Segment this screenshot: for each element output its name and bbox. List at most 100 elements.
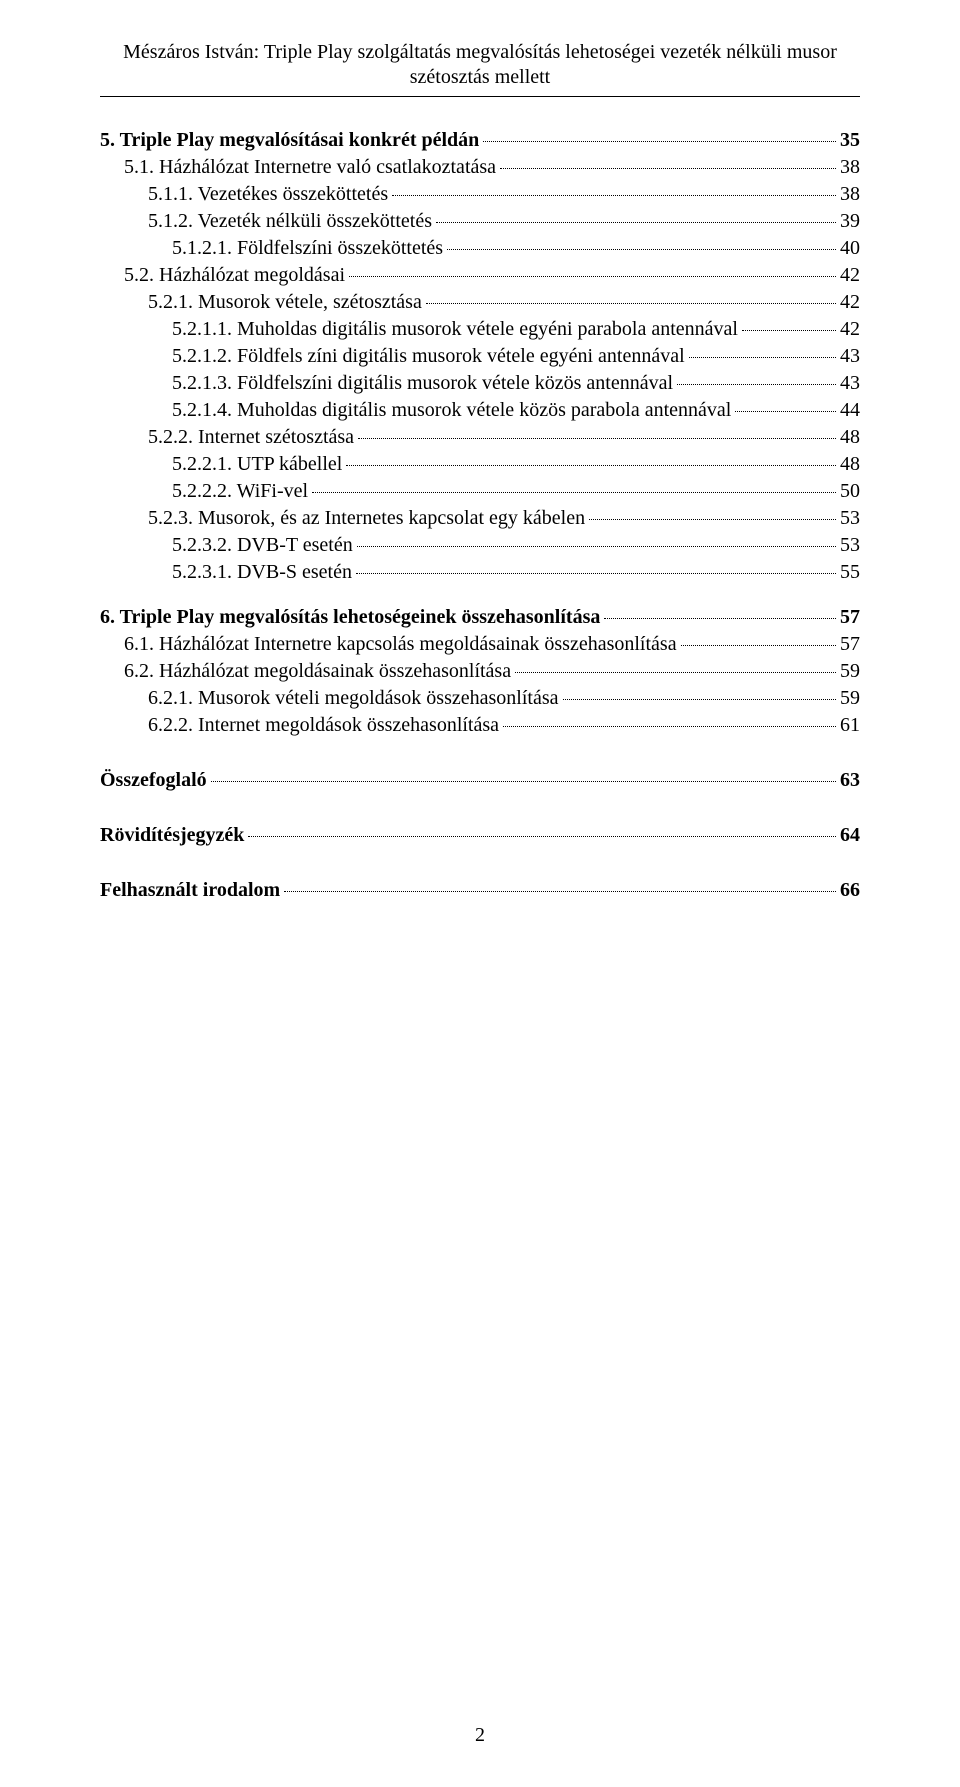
- header-line-2: szétosztás mellett: [100, 65, 860, 90]
- toc-entry-page: 39: [840, 208, 860, 235]
- toc-leader: [426, 303, 836, 304]
- toc-group: Felhasznált irodalom 66: [100, 877, 860, 904]
- toc-entry-label: 5.2.2.1. UTP kábellel: [172, 451, 342, 478]
- toc-entry-label: 5.1.2. Vezeték nélküli összeköttetés: [148, 208, 432, 235]
- toc-entry-label: 5.2.3. Musorok, és az Internetes kapcsol…: [148, 505, 585, 532]
- toc-group: Rövidítésjegyzék 64: [100, 822, 860, 849]
- toc-entry: Felhasznált irodalom 66: [100, 877, 860, 904]
- toc-entry-page: 48: [840, 424, 860, 451]
- toc-leader: [503, 726, 836, 727]
- toc-entry: 5.2. Házhálózat megoldásai 42: [100, 262, 860, 289]
- toc-entry-page: 40: [840, 235, 860, 262]
- toc-entry: Összefoglaló63: [100, 767, 860, 794]
- toc-leader: [392, 195, 836, 196]
- toc-leader: [312, 492, 836, 493]
- toc-leader: [742, 330, 836, 331]
- toc-entry-label: 5.2.2. Internet szétosztása: [148, 424, 354, 451]
- toc-entry-label: 5.2.1.3. Földfelszíni digitális musorok …: [172, 370, 673, 397]
- toc-entry: 5.2.1.2. Földfels zíni digitális musorok…: [100, 343, 860, 370]
- toc-entry-page: 57: [840, 631, 860, 658]
- toc-leader: [346, 465, 836, 466]
- toc-entry-page: 43: [840, 370, 860, 397]
- toc-leader: [735, 411, 836, 412]
- toc-entry-page: 35: [840, 127, 860, 154]
- toc-entry: 5.1.1. Vezetékes összeköttetés38: [100, 181, 860, 208]
- toc-entry-page: 38: [840, 154, 860, 181]
- toc-entry-page: 55: [840, 559, 860, 586]
- toc-entry-page: 44: [840, 397, 860, 424]
- page: Mészáros István: Triple Play szolgáltatá…: [0, 0, 960, 1787]
- toc-entry: 5.2.2. Internet szétosztása 48: [100, 424, 860, 451]
- toc-entry-label: 5.2.1. Musorok vétele, szétosztása: [148, 289, 422, 316]
- toc-entry: 6.2.2. Internet megoldások összehasonlít…: [100, 712, 860, 739]
- toc-entry: 6.1. Házhálózat Internetre kapcsolás meg…: [100, 631, 860, 658]
- toc-leader: [589, 519, 836, 520]
- toc-entry-label: Felhasznált irodalom: [100, 877, 280, 904]
- toc-entry-label: 6.2.1. Musorok vételi megoldások összeha…: [148, 685, 559, 712]
- toc-entry-label: 5.1.1. Vezetékes összeköttetés: [148, 181, 388, 208]
- toc-entry-page: 53: [840, 505, 860, 532]
- toc-leader: [500, 168, 836, 169]
- toc-group: Összefoglaló63: [100, 767, 860, 794]
- page-header: Mészáros István: Triple Play szolgáltatá…: [100, 40, 860, 90]
- page-number: 2: [100, 1724, 860, 1747]
- toc-entry-page: 42: [840, 289, 860, 316]
- toc-entry-page: 42: [840, 316, 860, 343]
- toc-entry: 5. Triple Play megvalósításai konkrét pé…: [100, 127, 860, 154]
- header-rule: [100, 96, 860, 97]
- toc-entry-page: 42: [840, 262, 860, 289]
- toc-entry: 5.2.2.2. WiFi-vel 50: [100, 478, 860, 505]
- toc-entry: 5.2.2.1. UTP kábellel 48: [100, 451, 860, 478]
- toc-entry-page: 66: [840, 877, 860, 904]
- toc-leader: [356, 573, 836, 574]
- toc-entry: 5.1. Házhálózat Internetre való csatlako…: [100, 154, 860, 181]
- toc-entry: 5.2.3. Musorok, és az Internetes kapcsol…: [100, 505, 860, 532]
- toc-entry-label: 6.2. Házhálózat megoldásainak összehason…: [124, 658, 511, 685]
- toc-entry-label: 5.2.3.1. DVB-S esetén: [172, 559, 352, 586]
- toc-entry-label: 5. Triple Play megvalósításai konkrét pé…: [100, 127, 479, 154]
- toc-entry-label: 5.1. Házhálózat Internetre való csatlako…: [124, 154, 496, 181]
- toc-entry: 5.2.3.1. DVB-S esetén 55: [100, 559, 860, 586]
- toc-entry: 6.2.1. Musorok vételi megoldások összeha…: [100, 685, 860, 712]
- toc-entry: 6. Triple Play megvalósítás lehetoségein…: [100, 604, 860, 631]
- toc-leader: [284, 891, 836, 892]
- toc-group: 5. Triple Play megvalósításai konkrét pé…: [100, 127, 860, 586]
- toc-entry-label: 6.2.2. Internet megoldások összehasonlít…: [148, 712, 499, 739]
- toc-leader: [248, 836, 836, 837]
- toc-entry-page: 59: [840, 685, 860, 712]
- toc-entry: 5.2.1.3. Földfelszíni digitális musorok …: [100, 370, 860, 397]
- toc-entry: 6.2. Házhálózat megoldásainak összehason…: [100, 658, 860, 685]
- toc-entry-page: 59: [840, 658, 860, 685]
- toc-entry-label: 5.2. Házhálózat megoldásai: [124, 262, 345, 289]
- toc-leader: [349, 276, 836, 277]
- toc-entry-page: 50: [840, 478, 860, 505]
- toc-entry-label: 6.1. Házhálózat Internetre kapcsolás meg…: [124, 631, 677, 658]
- toc-entry-page: 43: [840, 343, 860, 370]
- toc-entry: 5.2.1.1. Muholdas digitális musorok véte…: [100, 316, 860, 343]
- toc-entry: 5.1.2.1. Földfelszíni összeköttetés40: [100, 235, 860, 262]
- toc-leader: [677, 384, 836, 385]
- toc-entry-label: 5.2.1.2. Földfels zíni digitális musorok…: [172, 343, 685, 370]
- toc-leader: [483, 141, 836, 142]
- toc-leader: [681, 645, 836, 646]
- toc-leader: [358, 438, 836, 439]
- toc-entry: 5.2.1. Musorok vétele, szétosztása 42: [100, 289, 860, 316]
- toc-leader: [211, 781, 836, 782]
- toc-leader: [689, 357, 836, 358]
- toc-entry: 5.1.2. Vezeték nélküli összeköttetés 39: [100, 208, 860, 235]
- toc-entry-page: 61: [840, 712, 860, 739]
- toc-entry-page: 64: [840, 822, 860, 849]
- toc-entry-label: 5.2.2.2. WiFi-vel: [172, 478, 308, 505]
- toc-entry-label: 5.2.1.1. Muholdas digitális musorok véte…: [172, 316, 738, 343]
- toc-entry-label: 5.2.1.4. Muholdas digitális musorok véte…: [172, 397, 731, 424]
- toc-group: 6. Triple Play megvalósítás lehetoségein…: [100, 604, 860, 739]
- toc-leader: [436, 222, 836, 223]
- toc-entry-label: Rövidítésjegyzék: [100, 822, 244, 849]
- toc-leader: [357, 546, 836, 547]
- toc-entry-label: 5.2.3.2. DVB-T esetén: [172, 532, 353, 559]
- toc-entry-page: 48: [840, 451, 860, 478]
- toc-entry: Rövidítésjegyzék 64: [100, 822, 860, 849]
- toc-leader: [447, 249, 836, 250]
- toc-entry-page: 63: [840, 767, 860, 794]
- table-of-contents: 5. Triple Play megvalósításai konkrét pé…: [100, 127, 860, 904]
